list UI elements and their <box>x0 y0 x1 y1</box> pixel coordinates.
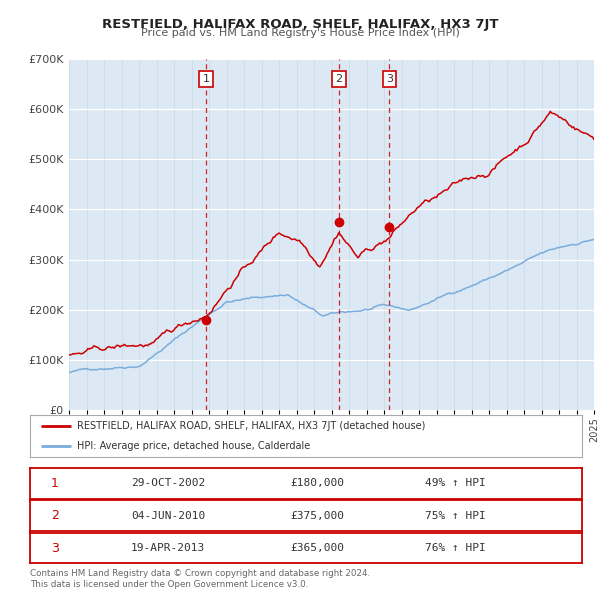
Text: 19-APR-2013: 19-APR-2013 <box>131 543 205 553</box>
Text: 76% ↑ HPI: 76% ↑ HPI <box>425 543 485 553</box>
Text: 1: 1 <box>203 74 209 84</box>
Text: HPI: Average price, detached house, Calderdale: HPI: Average price, detached house, Cald… <box>77 441 310 451</box>
Text: 2: 2 <box>335 74 343 84</box>
Text: RESTFIELD, HALIFAX ROAD, SHELF, HALIFAX, HX3 7JT: RESTFIELD, HALIFAX ROAD, SHELF, HALIFAX,… <box>102 18 498 31</box>
Text: £365,000: £365,000 <box>290 543 344 553</box>
Text: 75% ↑ HPI: 75% ↑ HPI <box>425 511 485 520</box>
Text: Contains HM Land Registry data © Crown copyright and database right 2024.: Contains HM Land Registry data © Crown c… <box>30 569 370 578</box>
Text: £375,000: £375,000 <box>290 511 344 520</box>
Text: Price paid vs. HM Land Registry's House Price Index (HPI): Price paid vs. HM Land Registry's House … <box>140 28 460 38</box>
Text: RESTFIELD, HALIFAX ROAD, SHELF, HALIFAX, HX3 7JT (detached house): RESTFIELD, HALIFAX ROAD, SHELF, HALIFAX,… <box>77 421 425 431</box>
Text: £180,000: £180,000 <box>290 478 344 488</box>
Text: 1: 1 <box>51 477 59 490</box>
Text: 49% ↑ HPI: 49% ↑ HPI <box>425 478 485 488</box>
Text: 2: 2 <box>51 509 59 522</box>
Text: 3: 3 <box>51 542 59 555</box>
Text: 3: 3 <box>386 74 393 84</box>
Text: 29-OCT-2002: 29-OCT-2002 <box>131 478 205 488</box>
Text: This data is licensed under the Open Government Licence v3.0.: This data is licensed under the Open Gov… <box>30 579 308 589</box>
Text: 04-JUN-2010: 04-JUN-2010 <box>131 511 205 520</box>
